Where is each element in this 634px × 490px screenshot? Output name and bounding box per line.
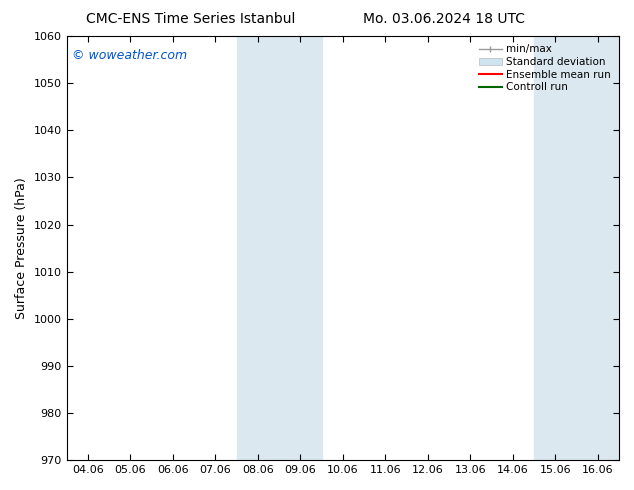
Text: Mo. 03.06.2024 18 UTC: Mo. 03.06.2024 18 UTC [363, 12, 525, 26]
Text: © woweather.com: © woweather.com [72, 49, 187, 62]
Y-axis label: Surface Pressure (hPa): Surface Pressure (hPa) [15, 177, 28, 319]
Bar [236, 36, 321, 460]
Legend: min/max, Standard deviation, Ensemble mean run, Controll run: min/max, Standard deviation, Ensemble me… [476, 41, 614, 96]
Bar [534, 36, 619, 460]
Text: CMC-ENS Time Series Istanbul: CMC-ENS Time Series Istanbul [86, 12, 295, 26]
